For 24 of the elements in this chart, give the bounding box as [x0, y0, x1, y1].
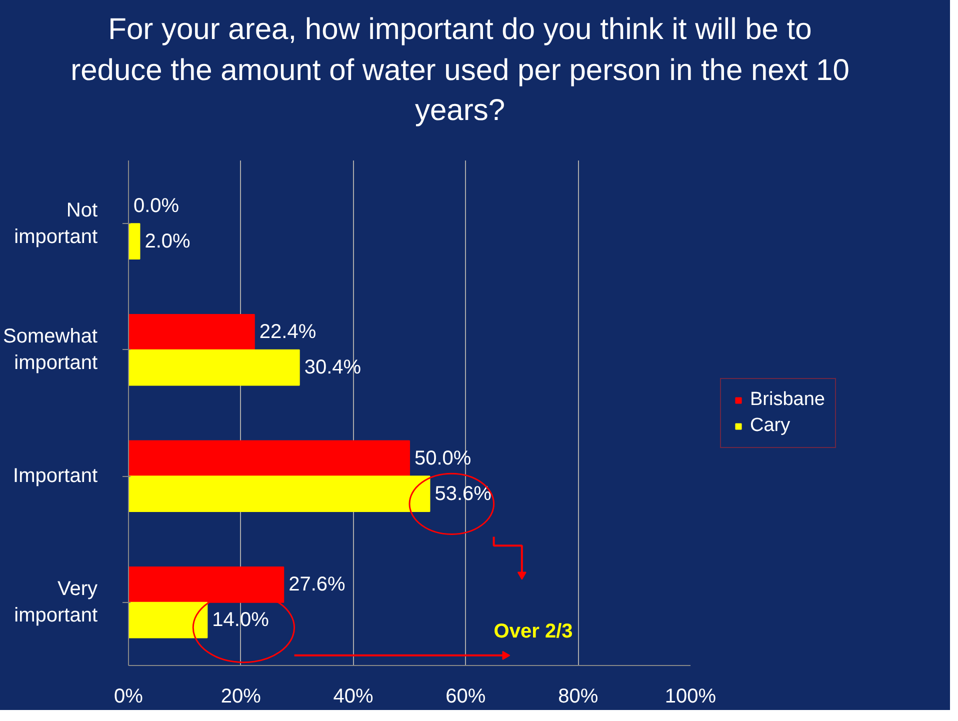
x-tick-label: 60%: [446, 686, 486, 708]
data-label: 2.0%: [144, 230, 191, 252]
chart-title: For your area, how important do you think it will be to reduce the amount of water used per person in the next 10 years?: [70, 12, 850, 129]
bar: [128, 476, 430, 512]
x-tick-label: 40%: [333, 686, 374, 708]
y-tick-label: Very important: [14, 578, 98, 627]
bar: [128, 602, 208, 638]
x-tick-label: 80%: [558, 686, 598, 708]
data-label: 27.6%: [288, 574, 346, 596]
y-tick-label: Important: [13, 465, 98, 488]
legend-label: Cary: [750, 414, 790, 436]
y-tick-label: Somewhat important: [3, 326, 98, 374]
x-tick-label: 0%: [114, 686, 144, 708]
annotation: Over 2/3: [494, 620, 573, 642]
bar: [128, 223, 140, 260]
y-tick-label: Not important: [14, 199, 98, 248]
bar: [128, 440, 410, 477]
bar: [128, 314, 255, 350]
x-tick-label: 20%: [220, 686, 262, 708]
bar: [128, 349, 300, 386]
x-tick-label: 100%: [664, 686, 716, 708]
data-label: 0.0%: [134, 194, 180, 217]
data-label: 22.4%: [259, 321, 316, 344]
legend-label: Brisbane: [750, 388, 825, 410]
